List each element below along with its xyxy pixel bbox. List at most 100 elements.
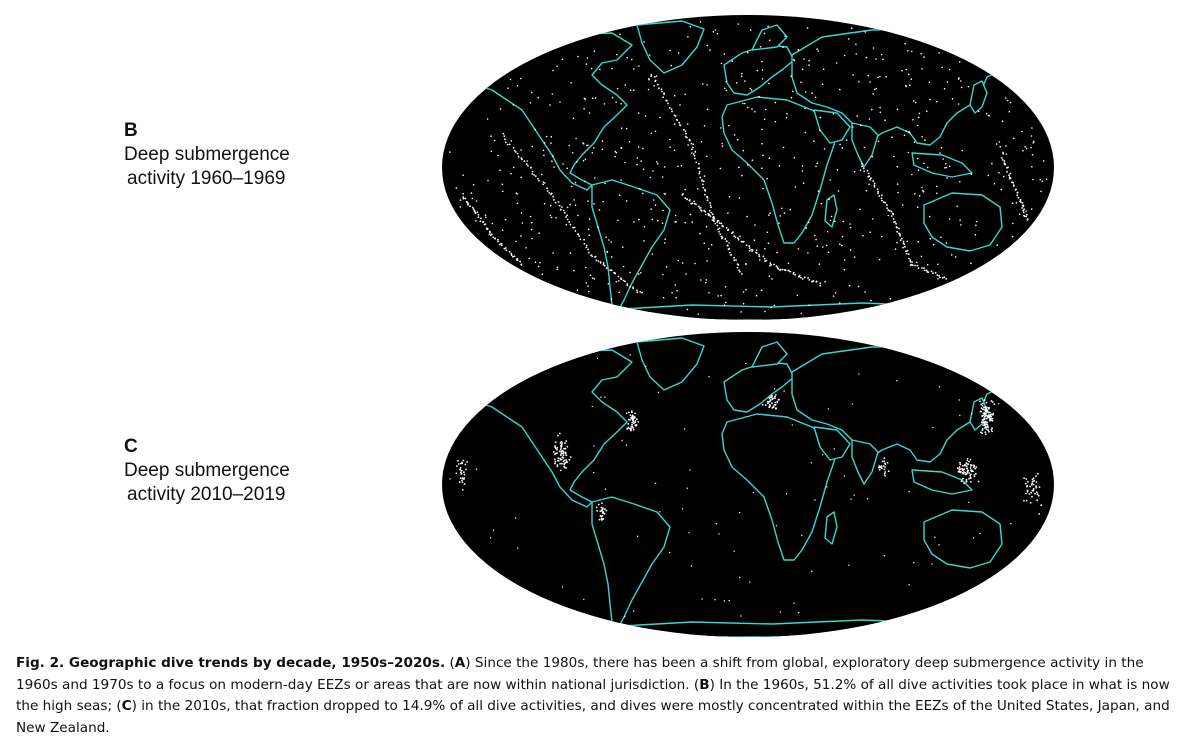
dive-point [561, 462, 563, 465]
dive-point [965, 478, 968, 481]
dive-point [625, 127, 628, 130]
dive-point [523, 160, 526, 163]
dive-point [961, 469, 964, 472]
world-map-2010s [442, 332, 1054, 637]
dive-point [497, 238, 499, 241]
dive-point [669, 138, 671, 141]
dive-point [936, 100, 938, 103]
dive-point [499, 243, 501, 246]
dive-point [733, 134, 736, 136]
dive-point [1012, 185, 1015, 187]
dive-point [923, 269, 926, 272]
dive-point [575, 161, 578, 163]
dive-point [634, 420, 637, 422]
dive-point [1025, 210, 1027, 212]
dive-point [964, 471, 966, 474]
dive-point [685, 273, 687, 275]
dive-point [923, 162, 925, 165]
dive-point [633, 221, 635, 223]
dive-point [525, 163, 528, 166]
dive-point [706, 84, 708, 86]
dive-point [879, 75, 881, 78]
dive-point [546, 187, 548, 190]
dive-point [525, 247, 527, 249]
dive-point [721, 145, 724, 147]
dive-point [1024, 145, 1026, 148]
dive-point [742, 149, 745, 152]
dive-point [853, 494, 855, 496]
dive-point [970, 469, 972, 472]
dive-point [848, 564, 850, 566]
dive-point [697, 205, 700, 208]
dive-point [818, 263, 821, 265]
dive-point [801, 68, 804, 71]
dive-point [510, 140, 513, 142]
dive-point [1019, 198, 1022, 201]
dive-point [917, 267, 920, 270]
dive-point [554, 201, 557, 204]
dive-point [766, 400, 769, 403]
dive-point [1023, 215, 1026, 218]
dive-point [974, 233, 977, 236]
dive-point [861, 162, 863, 165]
dive-point [509, 78, 512, 81]
dive-point [492, 529, 495, 531]
dive-point [967, 469, 969, 472]
dive-point [591, 255, 594, 258]
dive-point [725, 89, 728, 92]
dive-point [744, 80, 746, 82]
dive-point [557, 459, 560, 462]
dive-point [625, 412, 628, 415]
dive-point [808, 279, 811, 281]
dive-point [700, 210, 703, 212]
dive-point [1031, 478, 1034, 481]
dive-point [709, 49, 711, 51]
dive-point [693, 154, 696, 157]
dive-point [766, 177, 768, 180]
dive-point [881, 467, 883, 470]
dive-point [991, 419, 994, 422]
dive-point [514, 517, 517, 519]
dive-point [591, 152, 594, 154]
dive-point [869, 81, 871, 83]
dive-point [552, 451, 555, 453]
dive-point [679, 124, 682, 127]
dive-point [911, 261, 913, 263]
dive-point [864, 31, 867, 33]
dive-point [659, 116, 661, 119]
world-map-2010s-svg [442, 332, 1054, 637]
landmass-southeast-asia-islands [911, 152, 973, 178]
dive-point [692, 153, 695, 155]
dive-point [649, 176, 652, 179]
dive-point [738, 269, 740, 272]
caption-letter-b: B [699, 676, 710, 693]
dive-point [576, 289, 579, 292]
dive-point [1035, 481, 1038, 483]
dive-point [626, 283, 629, 285]
dive-point [969, 476, 972, 478]
dive-point [543, 182, 546, 184]
dive-point [793, 59, 796, 62]
dive-point [896, 230, 898, 233]
dive-point [709, 202, 711, 204]
landmass-australia [923, 509, 1003, 569]
dive-point [606, 251, 609, 253]
dive-point [724, 286, 727, 288]
dive-point [609, 269, 612, 272]
dive-point [645, 365, 647, 368]
dive-point [827, 251, 830, 254]
dive-point [746, 215, 748, 218]
dive-point [573, 199, 575, 201]
dive-point [594, 177, 596, 179]
dive-point [502, 132, 505, 135]
dive-point [601, 510, 604, 513]
dive-point [954, 256, 957, 258]
landmass-greenland [636, 337, 705, 391]
dive-point [661, 176, 664, 178]
dive-point [654, 80, 657, 83]
dive-point [775, 525, 778, 527]
dive-point [793, 602, 795, 604]
dive-point [1025, 478, 1028, 480]
dive-point [763, 32, 766, 35]
dive-point [923, 267, 925, 269]
